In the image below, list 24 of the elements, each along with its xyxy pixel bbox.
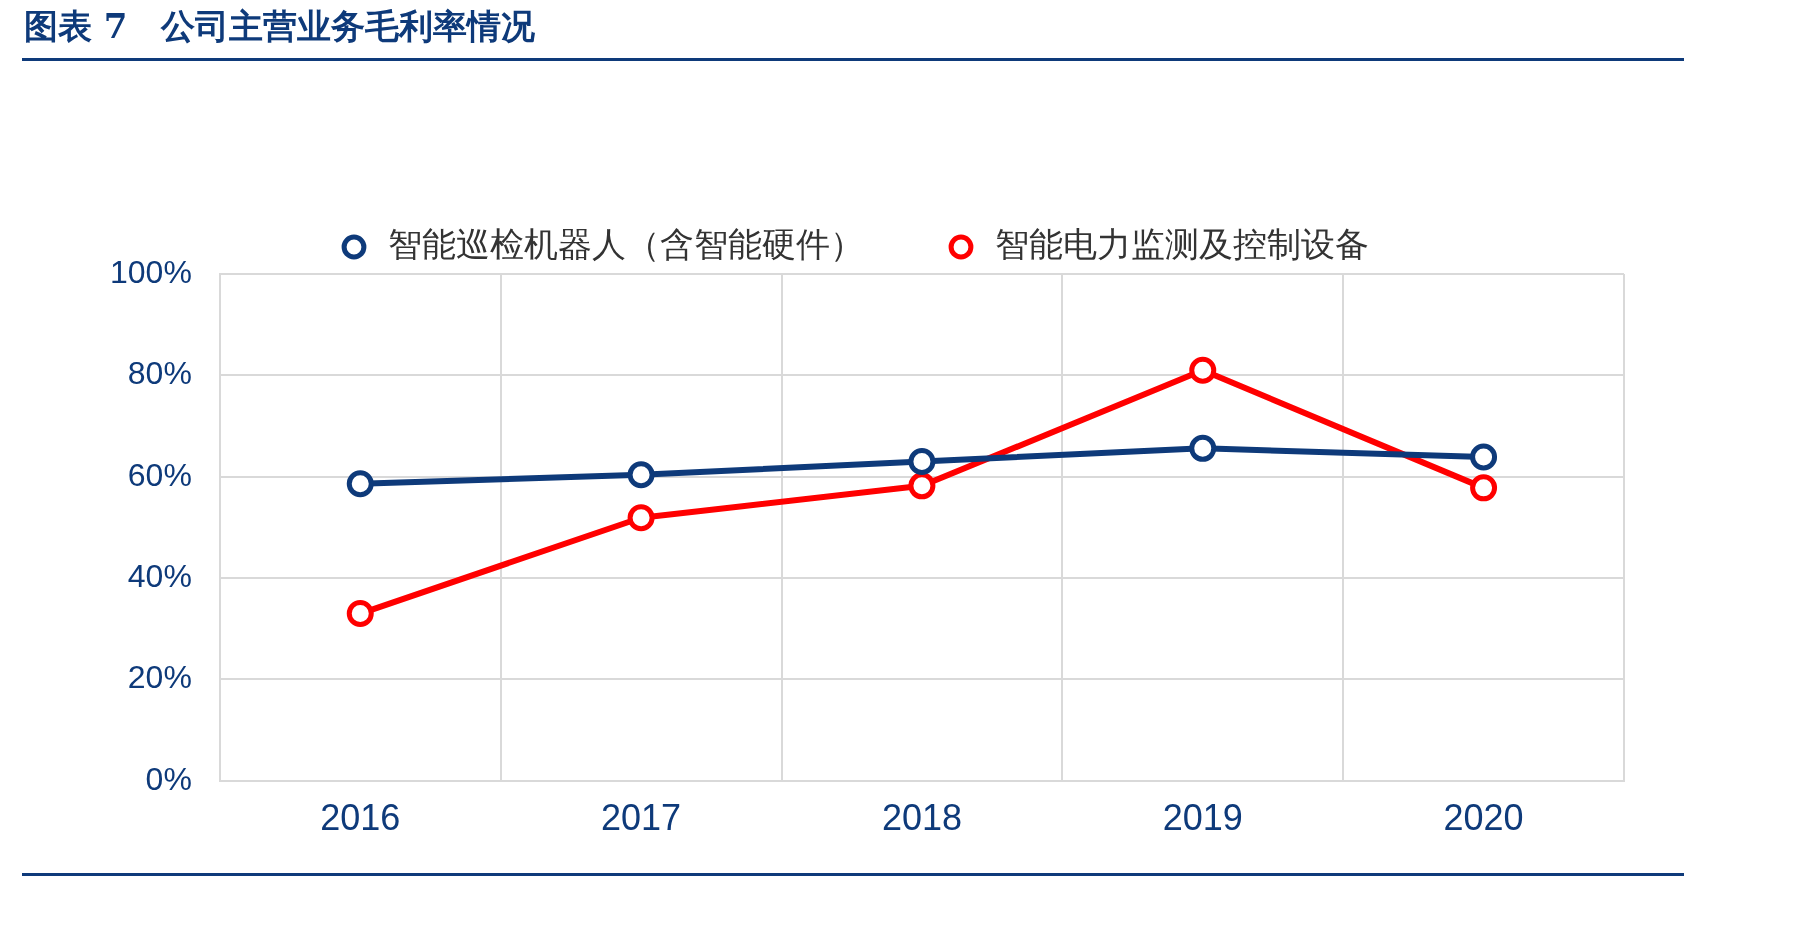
- legend-label: 智能电力监测及控制设备: [995, 225, 1369, 264]
- point: [346, 470, 374, 498]
- point: [346, 600, 374, 628]
- legend-label: 智能巡检机器人（含智能硬件）: [388, 225, 864, 264]
- chart-title: 图表 7 公司主营业务毛利率情况: [24, 5, 536, 48]
- x-tick-label: 2016: [320, 797, 401, 839]
- point: [627, 504, 655, 532]
- point: [908, 472, 936, 500]
- y-tick-label: 80%: [127, 355, 192, 392]
- y-tick-label: 60%: [127, 456, 192, 493]
- point: [1189, 356, 1217, 384]
- point: [1470, 474, 1498, 502]
- x-tick-label: 2018: [881, 797, 962, 839]
- point: [1189, 434, 1217, 462]
- x-tick-label: 2020: [1443, 797, 1524, 839]
- point: [908, 448, 936, 476]
- y-tick-label: 20%: [127, 659, 192, 696]
- y-tick-label: 100%: [110, 253, 192, 290]
- point: [1470, 443, 1498, 471]
- x-tick-label: 2019: [1162, 797, 1243, 839]
- y-tick-label: 40%: [127, 557, 192, 594]
- point: [627, 461, 655, 489]
- x-tick-label: 2017: [601, 797, 682, 839]
- y-tick-label: 0%: [145, 760, 192, 797]
